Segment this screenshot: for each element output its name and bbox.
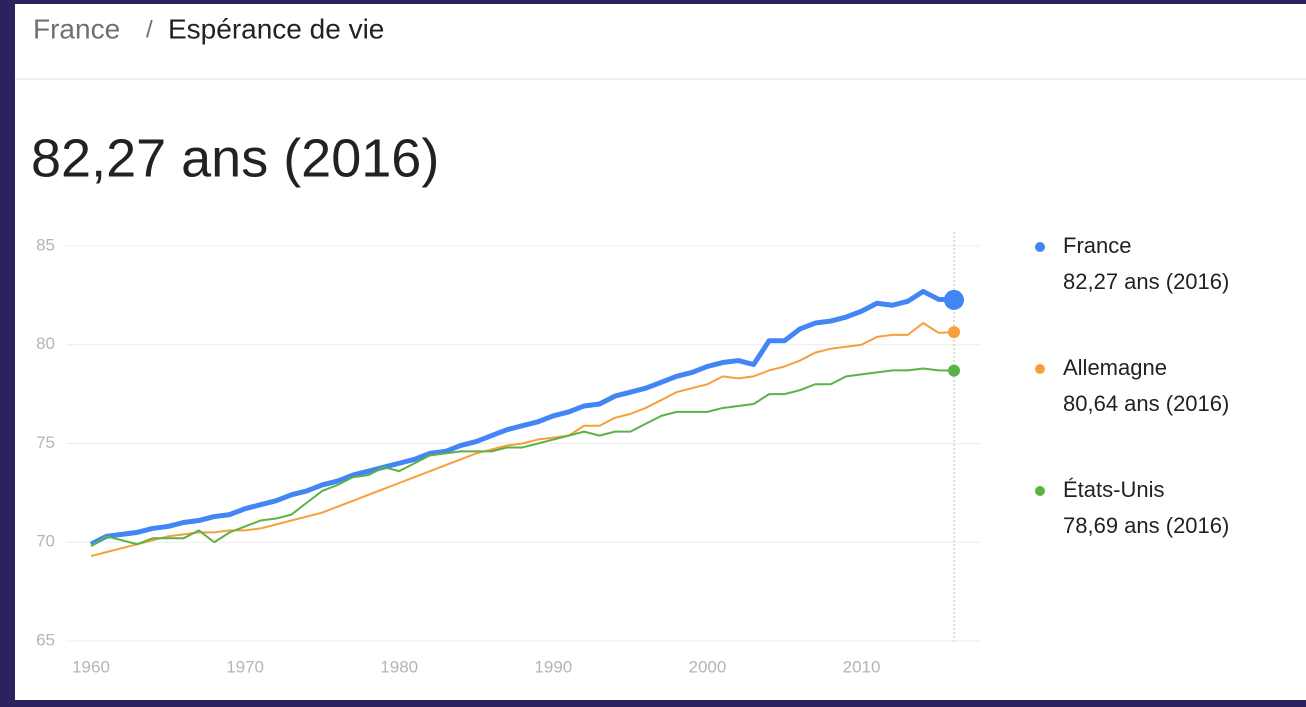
legend-value: 82,27 ans (2016) [1063, 269, 1229, 294]
series-line [90, 367, 955, 548]
y-tick-label: 75 [36, 433, 55, 452]
x-tick-label: 1990 [534, 657, 572, 676]
end-point [948, 326, 960, 339]
x-tick-label: 1980 [380, 657, 418, 676]
legend-dot [1035, 242, 1045, 252]
legend-value: 78,69 ans (2016) [1063, 513, 1229, 538]
y-tick-label: 85 [36, 235, 55, 254]
y-tick-label: 70 [36, 532, 55, 551]
x-tick-label: 2010 [843, 657, 881, 676]
chart-title: 82,27 ans (2016) [31, 128, 439, 188]
y-tick-label: 80 [36, 334, 55, 353]
breadcrumb-page: Espérance de vie [168, 13, 384, 44]
legend-value: 80,64 ans (2016) [1063, 391, 1229, 416]
legend-name: Allemagne [1063, 355, 1167, 380]
legend-dot [1035, 486, 1045, 496]
end-point [944, 289, 964, 310]
legend-dot [1035, 364, 1045, 374]
series-line [89, 288, 955, 547]
end-point [948, 364, 960, 377]
x-tick-label: 1970 [226, 657, 264, 676]
breadcrumb-root: France [33, 13, 120, 44]
legend-name: France [1063, 233, 1131, 258]
legend-name: États-Unis [1063, 477, 1164, 502]
x-tick-label: 2000 [689, 657, 727, 676]
breadcrumb-separator: / [146, 16, 153, 43]
series-line [90, 322, 955, 558]
panel [15, 4, 1306, 700]
x-tick-label: 1960 [72, 657, 110, 676]
y-tick-label: 65 [36, 630, 55, 649]
